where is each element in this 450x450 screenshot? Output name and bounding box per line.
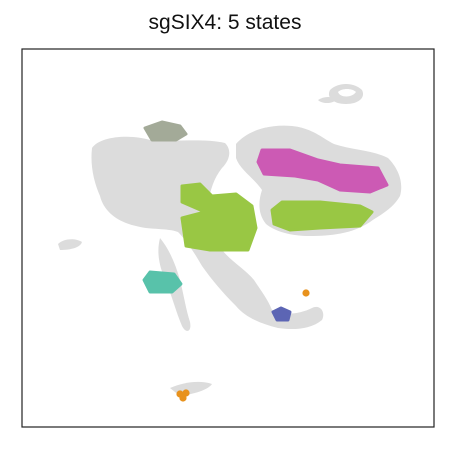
state-cluster-5 — [142, 270, 183, 294]
state-clusters — [142, 120, 389, 402]
chart-title: sgSIX4: 5 states — [148, 11, 302, 34]
state-cluster-3 — [180, 182, 258, 252]
bg-ring — [328, 84, 364, 104]
state-cluster-1 — [143, 120, 188, 142]
bg-blob-left — [58, 239, 82, 250]
state-point-7-4 — [179, 394, 187, 402]
state-point-7-1 — [302, 289, 310, 297]
state-cluster-4 — [270, 200, 374, 232]
state-cluster-2 — [256, 148, 389, 194]
state-cluster-6 — [271, 306, 292, 322]
